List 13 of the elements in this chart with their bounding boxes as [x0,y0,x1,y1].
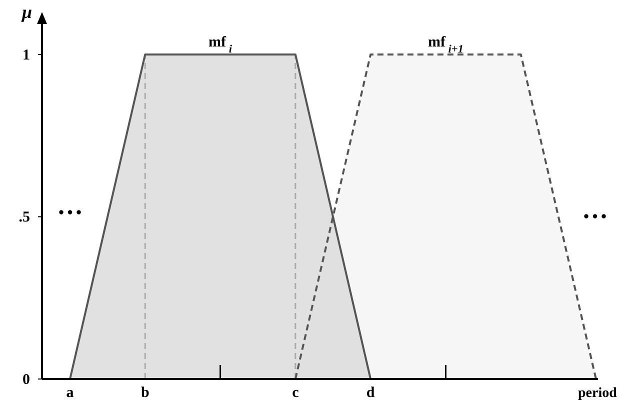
y-axis-title: μ [21,2,32,22]
y-tick-label: 0 [22,372,30,388]
x-tick-label: d [366,385,376,401]
y-tick-label: 1 [22,47,30,64]
x-tick-label: a [66,385,74,401]
x-axis-title: period [578,386,618,401]
x-tick-label: b [140,385,150,401]
annotation: … [582,195,608,224]
x-tick-label: c [292,385,300,401]
series-label: mf$_{i}$ [208,34,233,56]
y-tick-label: .5 [18,210,30,226]
series-label: mf$_{i+1}$ [428,34,464,56]
annotation: … [57,191,83,220]
